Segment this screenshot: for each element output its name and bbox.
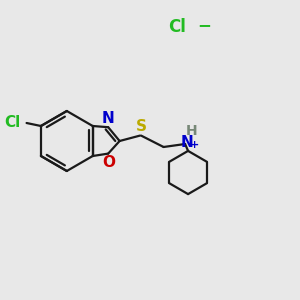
- Text: Cl: Cl: [169, 18, 186, 36]
- Text: H: H: [186, 124, 197, 138]
- Text: −: −: [197, 16, 211, 34]
- Text: Cl: Cl: [4, 116, 21, 130]
- Text: N: N: [102, 111, 115, 126]
- Text: S: S: [136, 119, 147, 134]
- Text: +: +: [189, 140, 199, 151]
- Text: N: N: [180, 135, 193, 150]
- Text: O: O: [102, 155, 115, 170]
